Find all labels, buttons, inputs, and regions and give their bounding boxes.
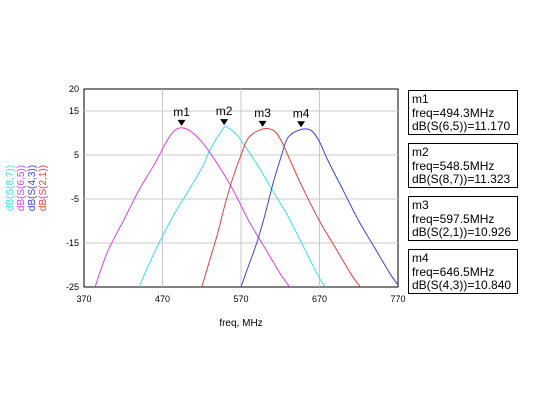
y-axis-series-label: dB(S(4,3)) — [27, 165, 38, 211]
marker-readout-name: m3 — [412, 198, 429, 212]
y-tick-label: -5 — [71, 194, 79, 204]
y-tick-label: -15 — [66, 238, 79, 248]
marker-readout-freq: freq=597.5MHz — [412, 211, 495, 226]
y-axis-series-label: dB(S(6,5)) — [16, 165, 27, 211]
series-line — [94, 127, 291, 287]
marker-triangle — [220, 119, 229, 126]
marker-readout-value: dB(S(8,7))=11.323 — [412, 172, 511, 186]
y-tick-label: 20 — [69, 84, 79, 94]
marker-readout-m2: m2 freq=548.5MHz dB(S(8,7))=11.323 — [408, 143, 518, 188]
marker-label: m3 — [254, 106, 271, 120]
y-axis-series-label: dB(S(8,7)) — [5, 165, 16, 211]
x-tick-label: 670 — [312, 294, 327, 304]
x-tick-label: 470 — [155, 294, 170, 304]
marker-readout-value: dB(S(4,3))=10.840 — [412, 278, 512, 292]
y-tick-label: -25 — [66, 282, 79, 292]
marker-readout-m1: m1 freq=494.3MHz dB(S(6,5))=11.170 — [408, 90, 518, 135]
y-tick-label: 5 — [74, 150, 79, 160]
y-axis-series-label: dB(S(2,1)) — [38, 165, 49, 211]
marker-readout-name: m1 — [412, 92, 429, 106]
marker-readout-m4: m4 freq=646.5MHz dB(S(4,3))=10.840 — [408, 249, 518, 294]
marker-label: m4 — [293, 106, 310, 120]
x-tick-label: 570 — [233, 294, 248, 304]
marker-label: m2 — [216, 104, 233, 118]
marker-readout-freq: freq=494.3MHz — [412, 105, 495, 120]
x-axis-label: freq, MHz — [219, 318, 262, 329]
x-tick-label: 370 — [76, 294, 91, 304]
x-tick-label: 770 — [390, 294, 405, 304]
series-line — [201, 128, 361, 287]
series-line — [138, 126, 327, 287]
marker-readout-freq: freq=646.5MHz — [412, 264, 495, 279]
marker-readout-m3: m3 freq=597.5MHz dB(S(2,1))=10.926 — [408, 196, 518, 241]
y-tick-label: 15 — [69, 106, 79, 116]
marker-readout-freq: freq=548.5MHz — [412, 158, 495, 173]
marker-triangle — [258, 120, 267, 127]
series-line — [240, 128, 398, 287]
marker-readout-value: dB(S(6,5))=11.170 — [412, 119, 511, 133]
marker-label: m1 — [173, 105, 190, 119]
marker-readout-name: m4 — [412, 251, 429, 265]
marker-triangle — [177, 119, 186, 126]
marker-readout-name: m2 — [412, 145, 429, 159]
marker-triangle — [297, 121, 306, 128]
y-axis-labels: dB(S(8,7)) dB(S(6,5)) dB(S(4,3)) dB(S(2,1)) — [5, 165, 49, 211]
marker-readout-value: dB(S(2,1))=10.926 — [412, 225, 512, 239]
